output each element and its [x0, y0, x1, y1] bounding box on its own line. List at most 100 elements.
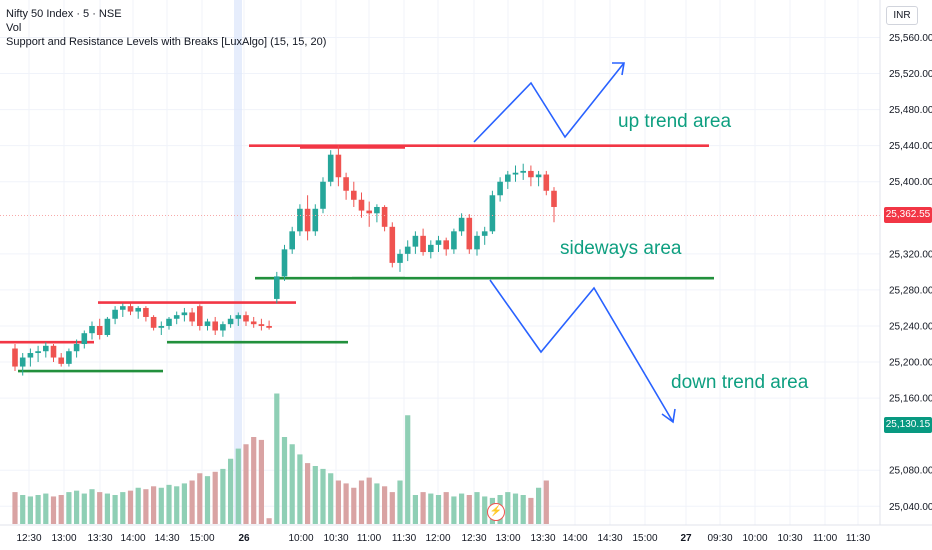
- time-tick-label: 14:30: [154, 533, 179, 544]
- candle-body: [135, 307, 141, 312]
- volume-bar: [43, 493, 49, 524]
- candle-body: [381, 206, 388, 227]
- chart-legend: Nifty 50 Index · 5 · NSE Vol Support and…: [6, 7, 326, 49]
- volume-bar: [81, 493, 87, 524]
- volume-bar: [251, 437, 257, 524]
- volume-bar: [50, 496, 57, 524]
- time-tick-label: 27: [680, 533, 692, 544]
- candle-body: [73, 344, 80, 352]
- volume-bar: [536, 487, 542, 524]
- candle-body: [89, 325, 95, 334]
- candle-body: [320, 181, 326, 209]
- candle-body: [374, 206, 380, 214]
- price-tick-label: 25,480.00: [889, 105, 932, 116]
- time-tick-label: 12:30: [461, 533, 486, 544]
- volume-bar: [151, 486, 157, 524]
- candle-body: [366, 210, 372, 214]
- volume-bar: [197, 473, 203, 524]
- candle-body: [12, 348, 18, 367]
- volume-bar: [435, 495, 442, 524]
- volume-bar: [443, 492, 449, 524]
- volume-bar: [482, 496, 488, 524]
- up-trend-arrow: [473, 62, 625, 143]
- volume-bar: [297, 454, 303, 524]
- candle-body: [335, 154, 342, 178]
- candle-body: [404, 246, 411, 254]
- price-tick-label: 25,280.00: [889, 285, 932, 296]
- time-axis[interactable]: 12:30 13:00 13:30 14:00 14:30 15:00 26 10:00 10:…: [0, 524, 932, 544]
- price-tick-label: 25,520.00: [889, 69, 932, 80]
- volume-bar: [405, 415, 411, 524]
- volume-bar: [127, 490, 134, 524]
- candle-body: [50, 345, 57, 358]
- volume-bar: [120, 492, 126, 524]
- candle-body: [27, 353, 34, 358]
- candle-body: [266, 325, 272, 328]
- up-arrow-head: [612, 62, 625, 76]
- time-tick-label: 10:00: [742, 533, 767, 544]
- session-highlight: [234, 0, 242, 525]
- candle-body: [150, 316, 157, 328]
- candle-body: [127, 306, 134, 312]
- candle-body: [220, 324, 226, 331]
- time-tick-label: 15:00: [632, 533, 657, 544]
- candle-body: [19, 357, 26, 367]
- sideways-label[interactable]: sideways area: [560, 238, 682, 259]
- candle-body: [274, 276, 280, 299]
- volume-bar: [104, 493, 110, 524]
- candle-body: [481, 231, 488, 236]
- volume-bar: [135, 487, 141, 524]
- candle-body: [58, 357, 64, 364]
- time-tick-label: 12:30: [16, 533, 41, 544]
- vol-label[interactable]: Vol: [6, 22, 22, 34]
- down-trend-label[interactable]: down trend area: [671, 372, 809, 393]
- volume-bar: [204, 476, 211, 524]
- sr-levels: [0, 144, 714, 373]
- volume-bar: [451, 496, 457, 524]
- candle-body: [212, 321, 218, 331]
- currency-button[interactable]: INR: [886, 6, 918, 25]
- time-tick-label: 10:00: [288, 533, 313, 544]
- volume-bar: [420, 492, 426, 524]
- indicator-label[interactable]: Support and Resistance Levels with Break…: [6, 36, 327, 48]
- volume-bar: [512, 493, 519, 524]
- candle-body: [289, 231, 295, 250]
- price-tick-label: 25,240.00: [889, 321, 932, 332]
- volume-bar: [428, 493, 434, 524]
- candlesticks: [12, 145, 557, 376]
- time-tick-label: 13:30: [87, 533, 112, 544]
- time-tick-label: 09:30: [707, 533, 732, 544]
- time-tick-label: 13:00: [495, 533, 520, 544]
- volume-bar: [112, 495, 118, 524]
- volume-bar: [166, 484, 172, 524]
- candle-body: [520, 170, 526, 173]
- volume-bar: [228, 458, 234, 524]
- candle-body: [297, 208, 303, 232]
- volume-bars: [12, 393, 549, 524]
- volume-bar: [459, 493, 465, 524]
- volume-bar: [20, 495, 26, 524]
- time-tick-label: 11:30: [392, 533, 417, 544]
- volume-bar: [358, 480, 365, 524]
- time-tick-label: 14:00: [562, 533, 587, 544]
- price-tick-label: 25,320.00: [889, 249, 932, 260]
- symbol-title[interactable]: Nifty 50 Index · 5 · NSE: [6, 8, 122, 20]
- candle-body: [428, 244, 434, 253]
- trend-arrows[interactable]: [473, 62, 676, 424]
- volume-bar: [97, 492, 103, 524]
- volume-bar: [158, 487, 164, 524]
- candle-body: [489, 195, 496, 232]
- up-trend-label[interactable]: up trend area: [618, 111, 732, 132]
- candle-body: [512, 172, 519, 175]
- candle-body: [528, 170, 534, 178]
- volume-bar: [74, 490, 80, 524]
- candle-body: [143, 307, 149, 317]
- candle-body: [443, 240, 449, 250]
- price-axis[interactable]: 25,560.00 25,520.00 25,480.00 25,440.00 25,4…: [879, 0, 932, 525]
- price-tick-label: 25,200.00: [889, 358, 932, 369]
- lightning-icon[interactable]: ⚡: [487, 503, 505, 521]
- time-tick-label: 14:30: [597, 533, 622, 544]
- volume-bar: [212, 471, 218, 524]
- price-tick-label: 25,400.00: [889, 177, 932, 188]
